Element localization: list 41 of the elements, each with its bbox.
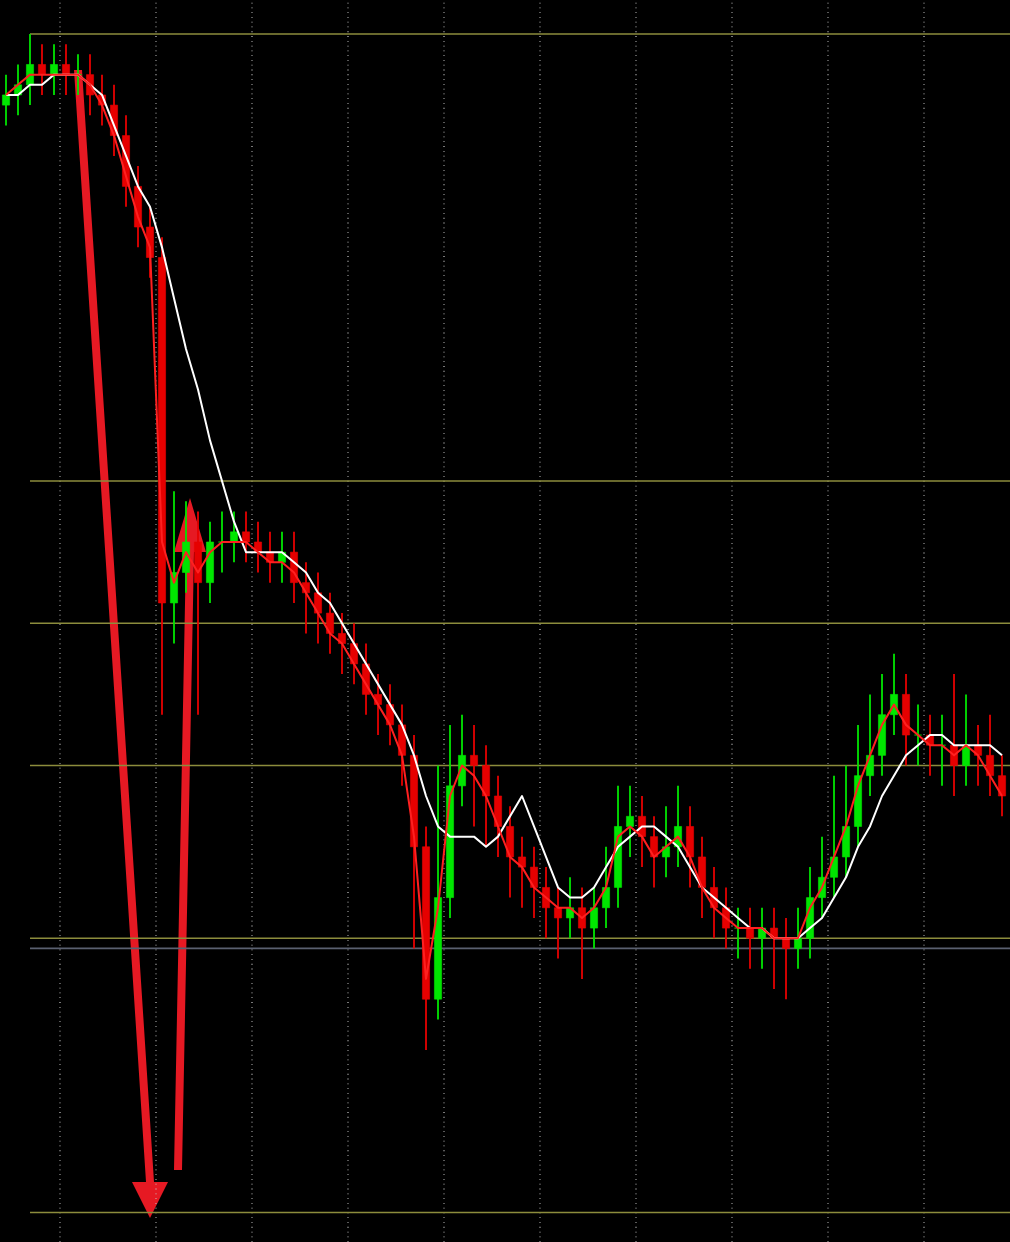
candlestick bbox=[518, 835, 526, 909]
candlestick bbox=[986, 713, 994, 797]
candlestick bbox=[914, 703, 922, 767]
candlestick bbox=[770, 906, 778, 990]
candlestick bbox=[902, 673, 910, 767]
candlestick bbox=[554, 886, 562, 960]
candlestick bbox=[758, 906, 766, 970]
candlestick bbox=[50, 43, 58, 96]
candlestick bbox=[494, 774, 502, 858]
candlestick bbox=[314, 571, 322, 645]
candlestick bbox=[602, 845, 610, 929]
candlestick bbox=[482, 744, 490, 848]
candlestick bbox=[530, 845, 538, 919]
candlestick bbox=[62, 43, 70, 96]
candlestick bbox=[626, 784, 634, 858]
candlestick bbox=[542, 866, 550, 940]
candlestick bbox=[842, 764, 850, 879]
candlestick bbox=[794, 906, 802, 970]
candlestick bbox=[242, 510, 250, 564]
candlestick bbox=[998, 754, 1006, 818]
candlestick bbox=[662, 805, 670, 879]
candlestick bbox=[782, 917, 790, 1001]
candlestick bbox=[206, 520, 214, 604]
candlestick bbox=[470, 723, 478, 828]
candlestick bbox=[830, 774, 838, 899]
candlestick bbox=[686, 805, 694, 889]
candlestick bbox=[194, 510, 202, 716]
candlestick bbox=[230, 510, 238, 564]
candlestick bbox=[338, 612, 346, 675]
candlestick bbox=[590, 886, 598, 950]
candlestick bbox=[650, 815, 658, 889]
candlestick bbox=[698, 835, 706, 919]
candlestick bbox=[878, 673, 886, 777]
candlestick bbox=[578, 886, 586, 980]
candlestick bbox=[566, 876, 574, 940]
candlestick bbox=[182, 500, 190, 594]
candlestick bbox=[746, 906, 754, 970]
candlestick bbox=[506, 805, 514, 899]
candlestick bbox=[326, 591, 334, 655]
candlestick bbox=[2, 73, 10, 127]
candlestick bbox=[38, 43, 46, 96]
